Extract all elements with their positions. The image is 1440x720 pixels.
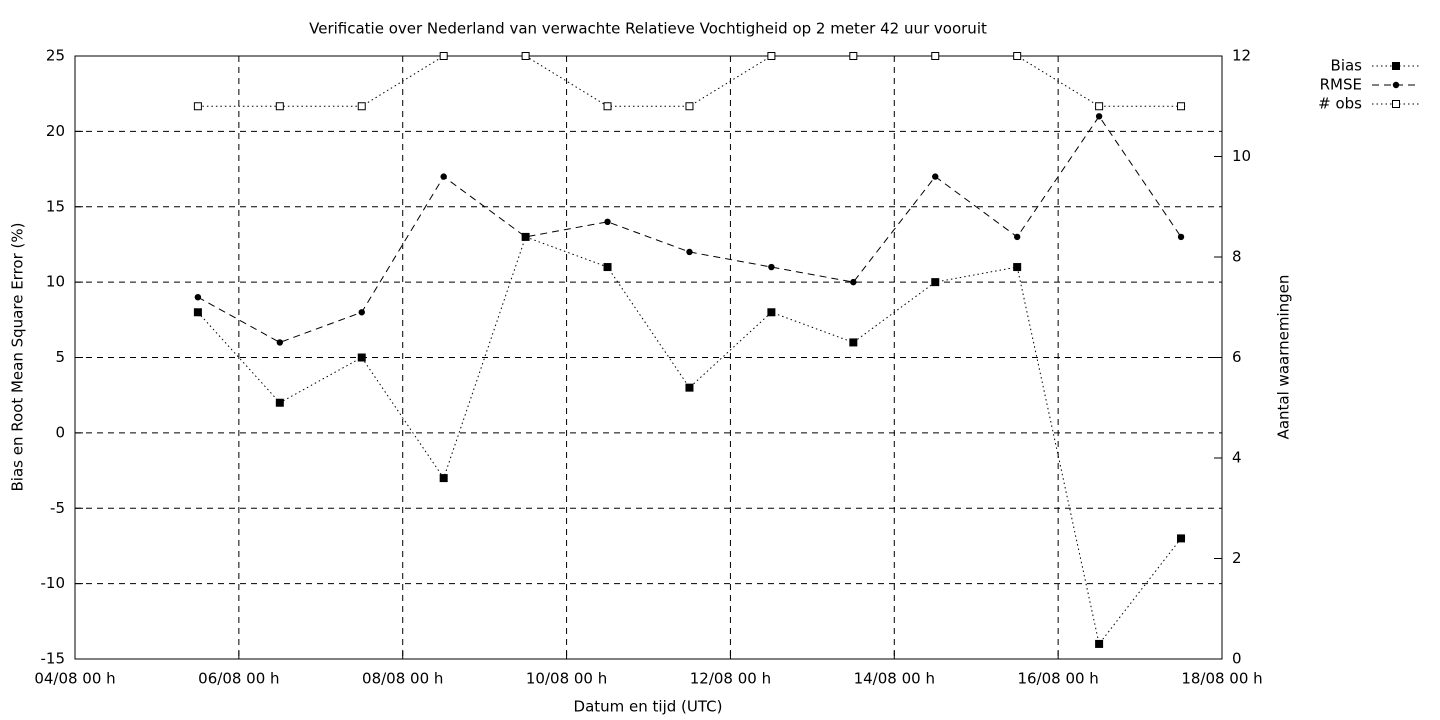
data-point [1095, 113, 1103, 120]
data-point [193, 102, 202, 111]
data-point [1013, 233, 1021, 241]
data-point [439, 52, 448, 60]
legend-label: RMSE [1320, 76, 1362, 94]
data-point [193, 308, 202, 317]
data-point [767, 308, 776, 317]
x-axis-label: Datum en tijd (UTC) [574, 698, 723, 716]
data-point [275, 398, 284, 407]
data-point [1177, 534, 1186, 543]
data-point [931, 52, 940, 60]
y2-tick-label: 2 [1232, 549, 1242, 567]
x-tick-label: 12/08 00 h [690, 670, 771, 688]
series-line [197, 236, 1182, 646]
data-point [932, 173, 939, 180]
x-tick-label: 10/08 00 h [526, 670, 607, 688]
y-axis-label: Bias en Root Mean Square Error (%) [9, 223, 27, 492]
data-point [1177, 102, 1186, 111]
data-point [440, 173, 447, 180]
data-point [768, 263, 775, 271]
legend-marker [1392, 81, 1400, 89]
plot-frame [74, 55, 1223, 660]
data-point [439, 474, 448, 483]
y2-tick-label: 12 [1232, 47, 1251, 65]
y-tick-label: 20 [46, 122, 65, 140]
legend-label: Bias [1331, 57, 1363, 75]
y2-tick-label: 8 [1232, 248, 1242, 266]
y-tick-label: 0 [55, 423, 65, 441]
y-tick-label: -5 [50, 499, 65, 517]
data-point [522, 233, 529, 241]
data-point [849, 52, 858, 60]
y-tick-label: 5 [55, 348, 65, 366]
data-point [849, 338, 858, 347]
data-point [1095, 102, 1104, 111]
y2-axis-label: Aantal waarnemingen [1275, 275, 1293, 440]
data-point [604, 218, 611, 226]
y2-tick-label: 0 [1232, 650, 1242, 668]
y2-tick-label: 10 [1232, 147, 1251, 165]
data-point [1095, 639, 1104, 648]
x-tick-label: 14/08 00 h [854, 670, 935, 688]
data-point [685, 102, 694, 111]
data-point [603, 102, 612, 111]
data-point [357, 353, 366, 362]
data-point [276, 339, 284, 346]
data-point [767, 52, 776, 60]
chart-title: Verificatie over Nederland van verwachte… [309, 20, 987, 38]
data-point [521, 52, 530, 60]
y-tick-label: 10 [46, 273, 65, 291]
data-point [357, 102, 366, 111]
data-point [685, 383, 694, 392]
data-point [1013, 263, 1022, 272]
data-point [931, 278, 940, 287]
data-point [1177, 233, 1185, 241]
data-point [194, 294, 202, 301]
x-tick-label: 06/08 00 h [198, 670, 279, 688]
series-line [197, 55, 1182, 107]
legend-marker [1392, 100, 1400, 108]
y2-tick-label: 6 [1232, 348, 1242, 366]
data-point [850, 278, 857, 286]
data-point [358, 309, 365, 316]
x-tick-label: 18/08 00 h [1181, 670, 1262, 688]
data-point [686, 248, 693, 256]
y2-tick-label: 4 [1232, 449, 1242, 467]
legend-marker [1392, 62, 1400, 70]
y-tick-label: 25 [46, 47, 65, 65]
data-point [603, 263, 612, 272]
x-tick-label: 16/08 00 h [1017, 670, 1098, 688]
y-tick-label: 15 [46, 197, 65, 215]
y-tick-label: -15 [41, 650, 66, 668]
data-point [1013, 52, 1022, 60]
series-line [197, 115, 1182, 343]
x-tick-label: 04/08 00 h [34, 670, 115, 688]
x-tick-label: 08/08 00 h [362, 670, 443, 688]
data-point [275, 102, 284, 111]
y-tick-label: -10 [41, 574, 66, 592]
legend-label: # obs [1318, 95, 1362, 113]
